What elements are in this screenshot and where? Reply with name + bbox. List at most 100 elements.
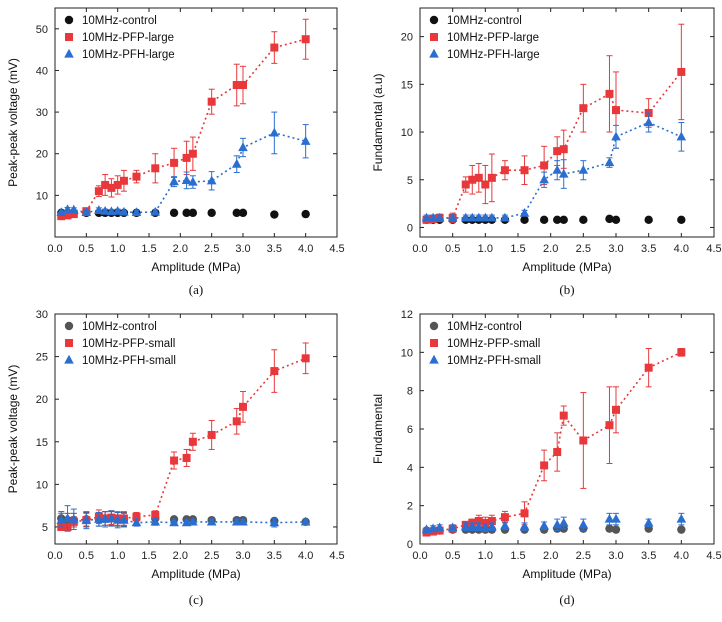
data-point — [231, 158, 242, 168]
data-point — [232, 81, 241, 90]
data-point — [605, 89, 614, 98]
x-tick-label: 4.5 — [706, 550, 721, 562]
data-point — [520, 215, 529, 225]
y-tick-label: 30 — [36, 309, 48, 321]
data-point — [106, 206, 117, 216]
data-point — [559, 411, 568, 420]
legend-label: 10MHz-PFH-small — [447, 355, 541, 367]
data-point — [421, 524, 432, 534]
data-point — [150, 206, 161, 216]
data-point — [474, 521, 484, 531]
data-point — [559, 215, 568, 225]
data-point — [106, 513, 117, 523]
data-point — [461, 180, 470, 189]
y-axis-label: Peak-peak voltage (mV) — [6, 365, 20, 494]
y-tick-label: 10 — [401, 347, 413, 359]
legend-marker — [64, 321, 74, 331]
data-point — [677, 67, 686, 76]
legend-marker — [65, 339, 73, 347]
data-point — [487, 173, 496, 182]
series-10MHz-PFH-small — [421, 512, 687, 534]
data-point — [553, 215, 562, 225]
data-point — [578, 519, 589, 529]
x-tick-label: 4.0 — [298, 243, 313, 255]
x-tick-label: 1.0 — [110, 550, 125, 562]
data-point — [540, 161, 549, 170]
data-point — [188, 208, 198, 218]
x-tick-label: 0.0 — [412, 550, 427, 562]
data-point — [112, 514, 123, 524]
data-point — [500, 212, 510, 222]
legend-label: 10MHz-PFH-small — [82, 355, 176, 367]
legend: 10MHz-control 10MHz-PFP-small 10MHz-PFH-sm… — [64, 321, 176, 367]
data-point — [611, 513, 621, 523]
data-point — [151, 511, 160, 520]
data-point — [487, 517, 496, 525]
x-tick-label: 0.5 — [445, 243, 460, 255]
data-point — [170, 456, 179, 465]
data-point — [270, 367, 279, 376]
x-tick-label: 1.5 — [510, 243, 525, 255]
data-point — [206, 516, 217, 526]
data-point — [643, 517, 654, 527]
legend-label: 10MHz-control — [82, 15, 157, 27]
series-fit-line — [426, 121, 682, 219]
data-point — [182, 153, 191, 162]
data-point — [94, 205, 104, 214]
data-point — [519, 521, 530, 531]
data-point — [539, 520, 549, 530]
data-point — [605, 524, 614, 533]
data-point — [119, 176, 128, 185]
data-point — [56, 207, 67, 217]
y-tick-label: 20 — [401, 32, 413, 44]
y-tick-label: 5 — [407, 175, 413, 187]
legend-label: 10MHz-PFP-small — [82, 338, 175, 350]
data-point — [301, 354, 310, 363]
legend: 10MHz-control 10MHz-PFP-large 10MHz-PFH-la… — [64, 15, 175, 61]
y-tick-label: 10 — [36, 190, 48, 202]
x-axis-label: Amplitude (MPa) — [151, 260, 240, 274]
data-point — [300, 136, 311, 145]
data-point — [644, 363, 653, 372]
x-tick-label: 3.0 — [608, 550, 623, 562]
y-axis-label: Peak-peak voltage (mV) — [6, 58, 20, 187]
x-tick-label: 3.5 — [641, 243, 656, 255]
data-point — [467, 521, 478, 531]
x-tick-label: 4.5 — [329, 243, 344, 255]
data-point — [558, 517, 569, 527]
data-point — [132, 512, 141, 521]
legend-marker — [429, 15, 439, 25]
series-10MHz-PFH-large — [421, 112, 687, 222]
x-tick-label: 0.5 — [445, 550, 460, 562]
data-point — [643, 117, 654, 127]
chart-panel-a: 0.0 0.5 1.0 1.5 2.0 2.5 3.0 3.5 4.0 4.5 10 20 30 40 50… — [6, 7, 345, 297]
data-point — [119, 514, 129, 524]
data-point — [169, 176, 179, 186]
data-point — [63, 211, 72, 220]
x-tick-label: 2.5 — [576, 243, 591, 255]
series-10MHz-PFP-small — [57, 342, 310, 531]
legend-marker — [64, 48, 74, 58]
data-point — [232, 208, 241, 218]
data-point — [150, 516, 161, 526]
y-tick-label: 15 — [401, 79, 413, 91]
legend-marker — [430, 339, 438, 347]
y-tick-label: 25 — [36, 352, 48, 364]
data-point — [480, 212, 491, 222]
y-tick-label: 12 — [401, 309, 413, 321]
x-tick-label: 2.5 — [204, 243, 219, 255]
x-tick-label: 3.5 — [641, 550, 656, 562]
x-tick-label: 0.0 — [47, 550, 62, 562]
data-point — [94, 187, 103, 196]
data-point — [238, 208, 248, 218]
data-point — [207, 430, 216, 439]
plot-frame — [54, 313, 338, 545]
x-tick-label: 1.5 — [510, 550, 525, 562]
data-point — [182, 208, 191, 218]
y-tick-label: 0 — [407, 539, 413, 551]
legend-marker — [429, 354, 439, 364]
y-tick-label: 2 — [407, 501, 413, 513]
legend: 10MHz-control 10MHz-PFP-small 10MHz-PFH-sm… — [429, 321, 541, 367]
plot-frame — [54, 7, 338, 238]
